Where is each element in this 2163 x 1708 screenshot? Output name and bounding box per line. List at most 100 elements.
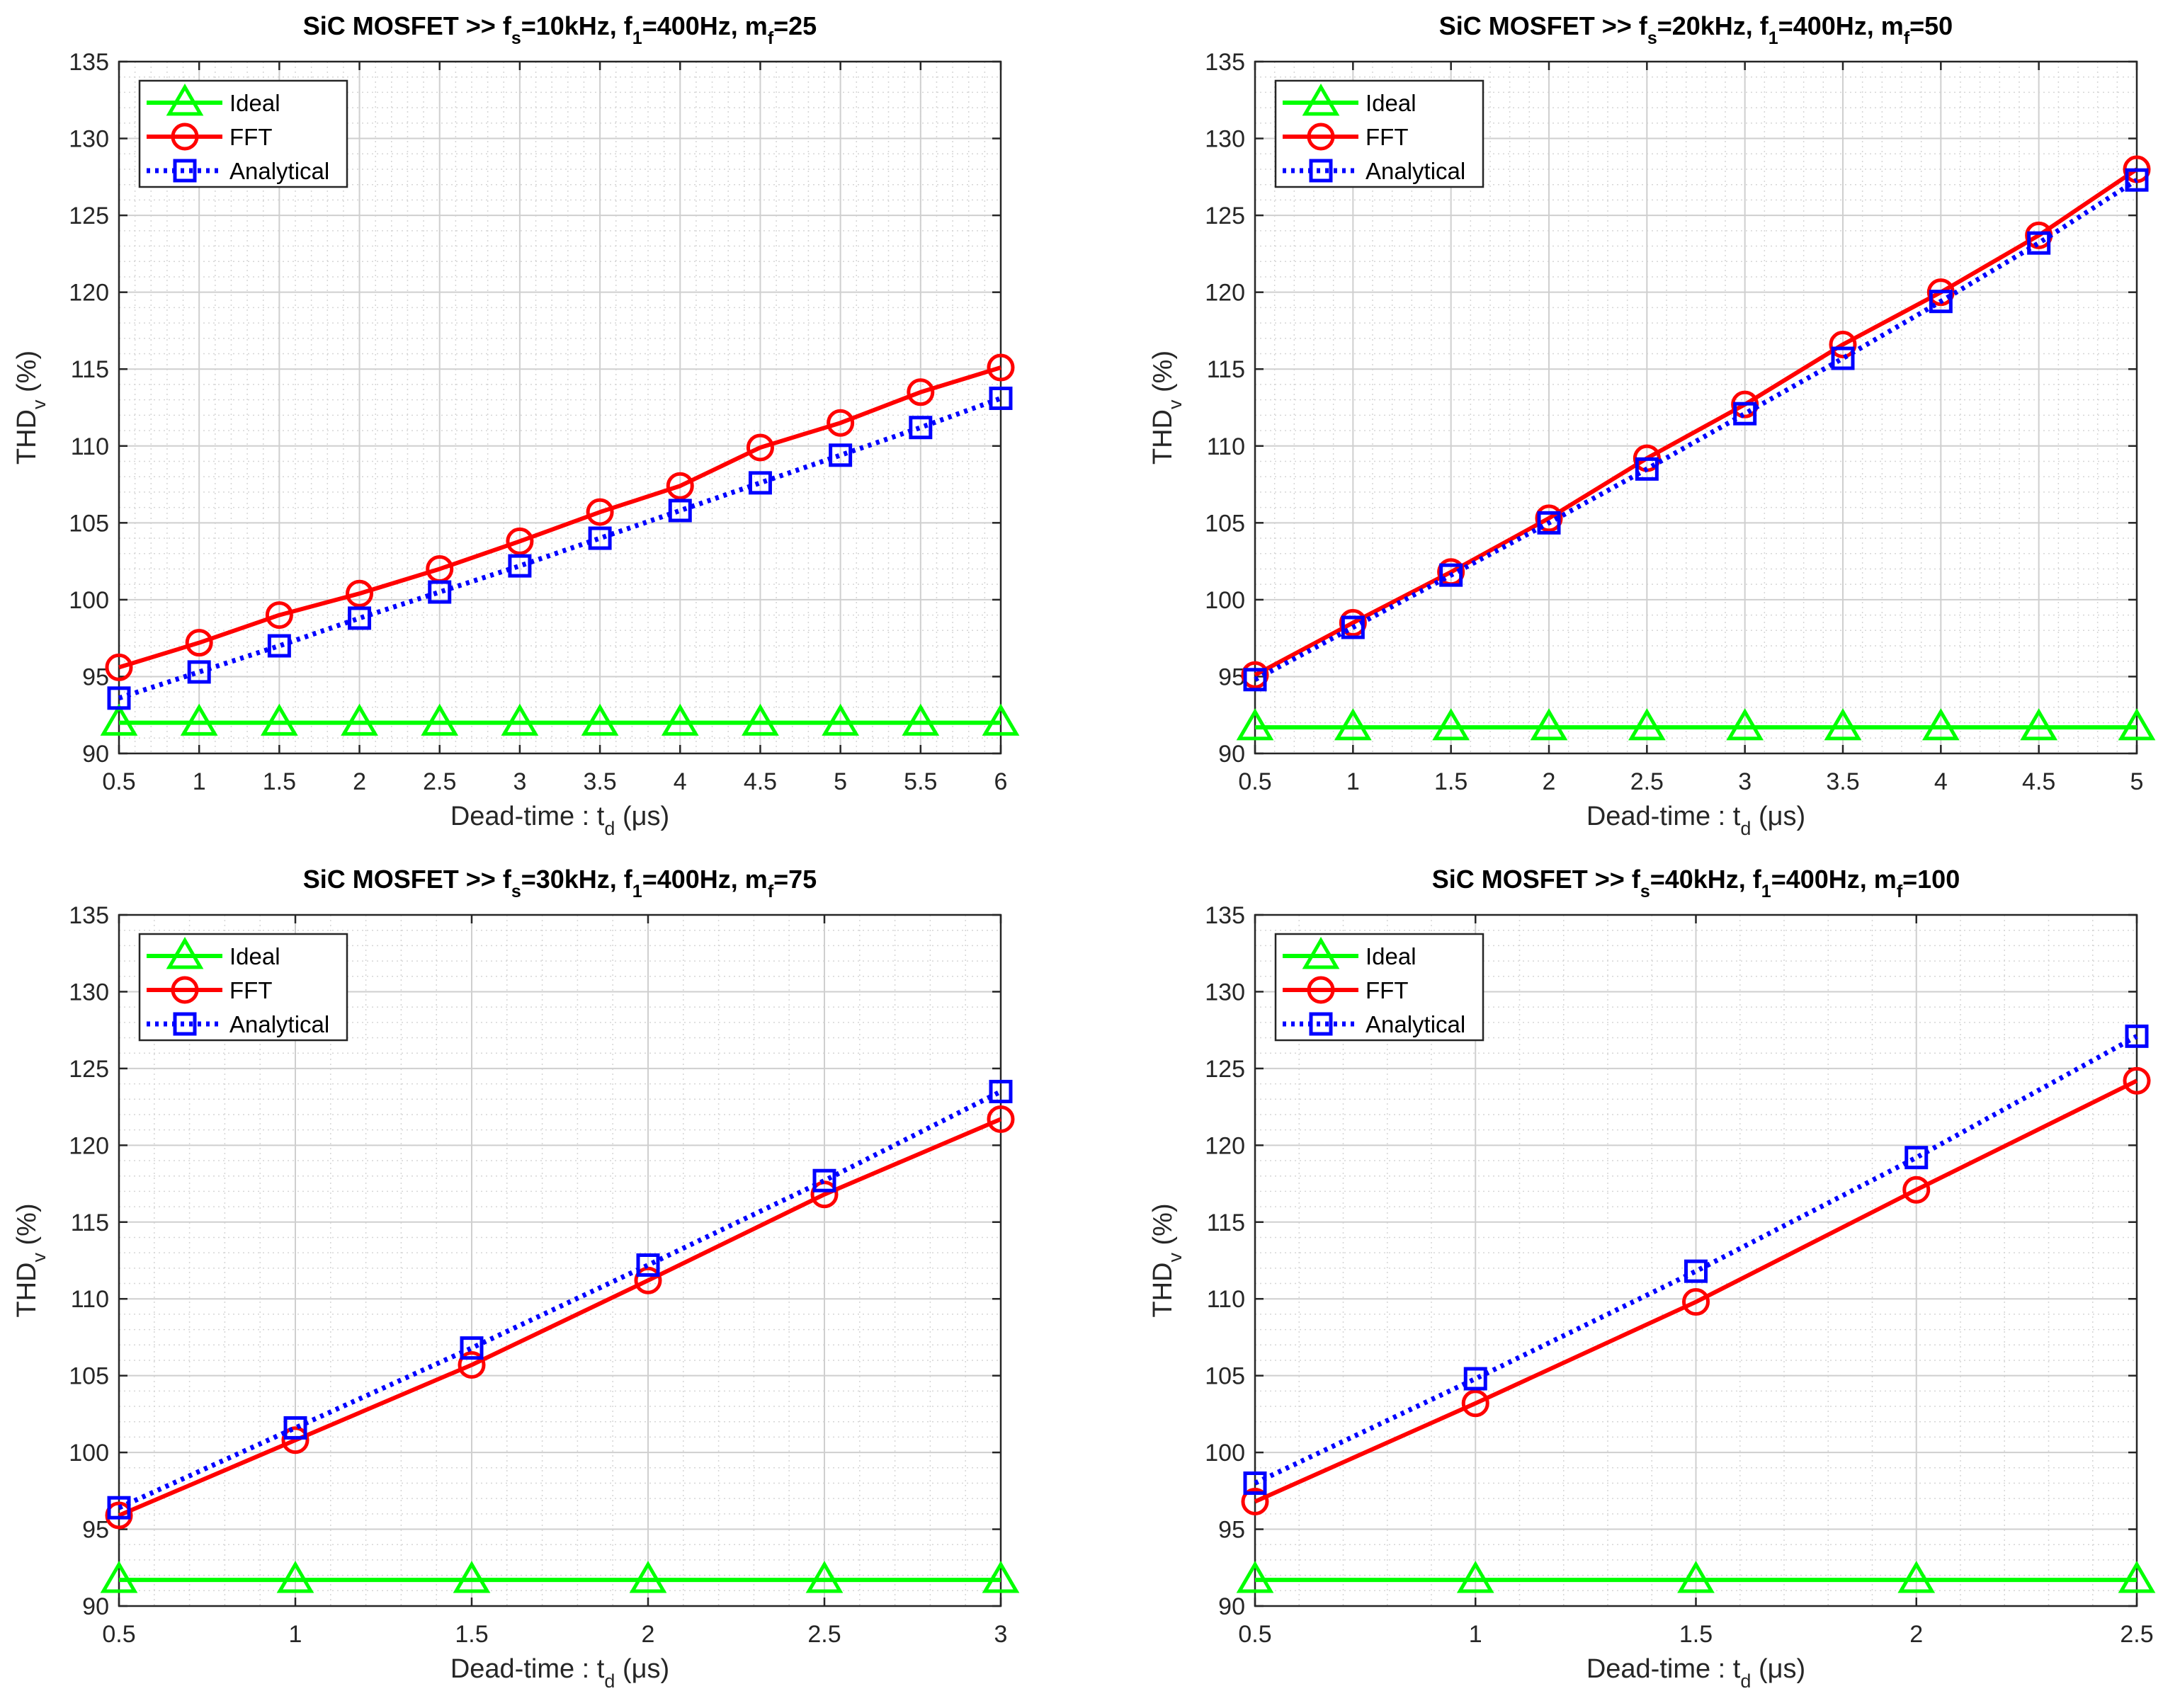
ticks: 0.5 1 1.5 2 2.5 3 3.5 4 4.5 5 5.5 6 90 95 100 105 110 115…	[69, 49, 1007, 795]
series-analytical	[1243, 1024, 2149, 1495]
x-tick-label: 1.5	[1679, 1621, 1713, 1648]
x-axis-label: Dead-time : td (μs)	[1586, 802, 1805, 839]
data-point-ideal	[261, 703, 298, 736]
chart-title: SiC MOSFET >> fs=40kHz, f1=400Hz, mf=100	[1432, 865, 1960, 901]
y-axis-label: THDv (%)	[1148, 1203, 1186, 1317]
y-tick-label: 125	[69, 203, 109, 229]
data-point-analytical	[909, 416, 933, 440]
x-axis-label: Dead-time : td (μs)	[450, 1654, 669, 1692]
series-fft	[1241, 155, 2151, 689]
legend-marker-fft	[1307, 976, 1335, 1004]
data-point-ideal	[902, 703, 940, 736]
y-tick-label: 110	[1207, 1286, 1245, 1313]
legend-marker-ideal	[1302, 937, 1340, 969]
data-point-fft	[265, 601, 293, 630]
x-tick-label: 4.5	[744, 768, 777, 795]
legend-marker-ideal	[1302, 84, 1340, 116]
data-point-ideal	[581, 703, 619, 736]
data-point-ideal	[100, 703, 138, 736]
x-tick-label: 1.5	[263, 768, 296, 795]
legend-marker-fft	[171, 976, 199, 1004]
data-point-fft	[281, 1426, 310, 1454]
data-point-fft	[1241, 1488, 1269, 1516]
x-tick-label: 4	[674, 768, 687, 795]
legend-label-ideal: Ideal	[229, 90, 280, 116]
y-tick-label: 125	[69, 1056, 109, 1083]
chart-panel-2: 0.5 1 1.5 2 2.5 3 3.5 4 4.5 5 90 95 100 105 110 115 120 1…	[1148, 11, 2156, 839]
legend-marker-ideal	[166, 937, 204, 969]
data-point-ideal	[1236, 1561, 1274, 1593]
series-line-fft	[1254, 167, 2138, 677]
data-point-ideal	[276, 1561, 314, 1593]
y-tick-label: 95	[82, 664, 109, 690]
x-axis-label: Dead-time : td (μs)	[1586, 1654, 1805, 1692]
x-tick-label: 4	[1934, 768, 1948, 795]
x-tick-label: 0.5	[1238, 768, 1271, 795]
data-point-fft	[634, 1266, 662, 1294]
data-point-ideal	[1530, 708, 1568, 741]
data-point-analytical	[748, 471, 772, 495]
legend-label-fft: FFT	[229, 977, 272, 1003]
x-tick-label: 1	[1469, 1621, 1482, 1648]
x-tick-label: 2	[353, 768, 366, 795]
chart-panel-3: 0.5 1 1.5 2 2.5 3 90 95 100 105 110 115 120 125 130 135…	[12, 865, 1020, 1692]
y-tick-label: 100	[69, 1440, 109, 1467]
x-tick-label: 6	[994, 768, 1008, 795]
data-point-fft	[1339, 608, 1367, 637]
data-point-analytical	[460, 1336, 484, 1360]
legend: Ideal FFT Analytical	[138, 933, 348, 1042]
x-tick-label: 5	[834, 768, 847, 795]
data-point-fft	[586, 498, 614, 526]
data-point-analytical	[428, 580, 452, 604]
y-tick-label: 95	[1218, 664, 1245, 690]
x-tick-label: 2	[642, 1621, 655, 1648]
y-tick-label: 115	[71, 1209, 109, 1236]
data-point-analytical	[1243, 668, 1267, 692]
legend-label-ideal: Ideal	[1366, 90, 1417, 116]
y-tick-label: 90	[82, 1593, 109, 1620]
data-point-analytical	[1243, 1471, 1267, 1495]
y-tick-label: 110	[71, 433, 109, 460]
data-point-analytical	[187, 660, 211, 684]
y-axis-label: THDv (%)	[1148, 351, 1186, 465]
data-point-analytical	[989, 386, 1013, 410]
y-tick-label: 110	[1207, 433, 1245, 460]
data-point-fft	[827, 409, 855, 437]
data-point-analytical	[668, 499, 692, 523]
data-point-fft	[185, 629, 213, 657]
data-point-ideal	[1236, 708, 1274, 741]
x-tick-label: 0.5	[102, 1621, 135, 1648]
data-point-analytical	[348, 606, 372, 630]
legend-label-fft: FFT	[1366, 977, 1408, 1003]
x-tick-label: 2.5	[2120, 1621, 2153, 1648]
data-point-fft	[907, 378, 935, 406]
data-point-fft	[105, 653, 133, 681]
y-tick-label: 130	[1205, 979, 1245, 1006]
y-tick-label: 130	[69, 126, 109, 153]
data-point-ideal	[661, 703, 699, 736]
series-line-fft	[1254, 1078, 2138, 1504]
x-tick-label: 2.5	[807, 1621, 841, 1648]
y-tick-label: 95	[1218, 1517, 1245, 1544]
y-tick-label: 125	[1205, 1056, 1245, 1083]
y-tick-label: 90	[82, 741, 109, 768]
data-point-ideal	[2020, 708, 2058, 741]
y-tick-label: 90	[1218, 741, 1245, 768]
y-tick-label: 120	[69, 1132, 109, 1159]
data-point-analytical	[1904, 1146, 1929, 1170]
data-point-fft	[1902, 1175, 1931, 1204]
y-tick-label: 100	[69, 587, 109, 614]
y-axis-label: THDv (%)	[12, 1203, 50, 1317]
x-tick-label: 5	[2130, 768, 2144, 795]
series-line-fft	[118, 1117, 1002, 1518]
series-fft	[105, 353, 1015, 681]
data-point-analytical	[1635, 457, 1659, 481]
data-point-fft	[1926, 278, 1955, 307]
data-point-ideal	[2118, 1561, 2156, 1593]
x-tick-label: 4.5	[2022, 768, 2055, 795]
data-point-fft	[1241, 661, 1269, 689]
series-ideal	[100, 703, 1020, 736]
data-point-analytical	[989, 1079, 1013, 1103]
ticks: 0.5 1 1.5 2 2.5 90 95 100 105 110 115 120 125 130 135	[1205, 902, 2153, 1648]
axes-box	[1254, 60, 2138, 755]
